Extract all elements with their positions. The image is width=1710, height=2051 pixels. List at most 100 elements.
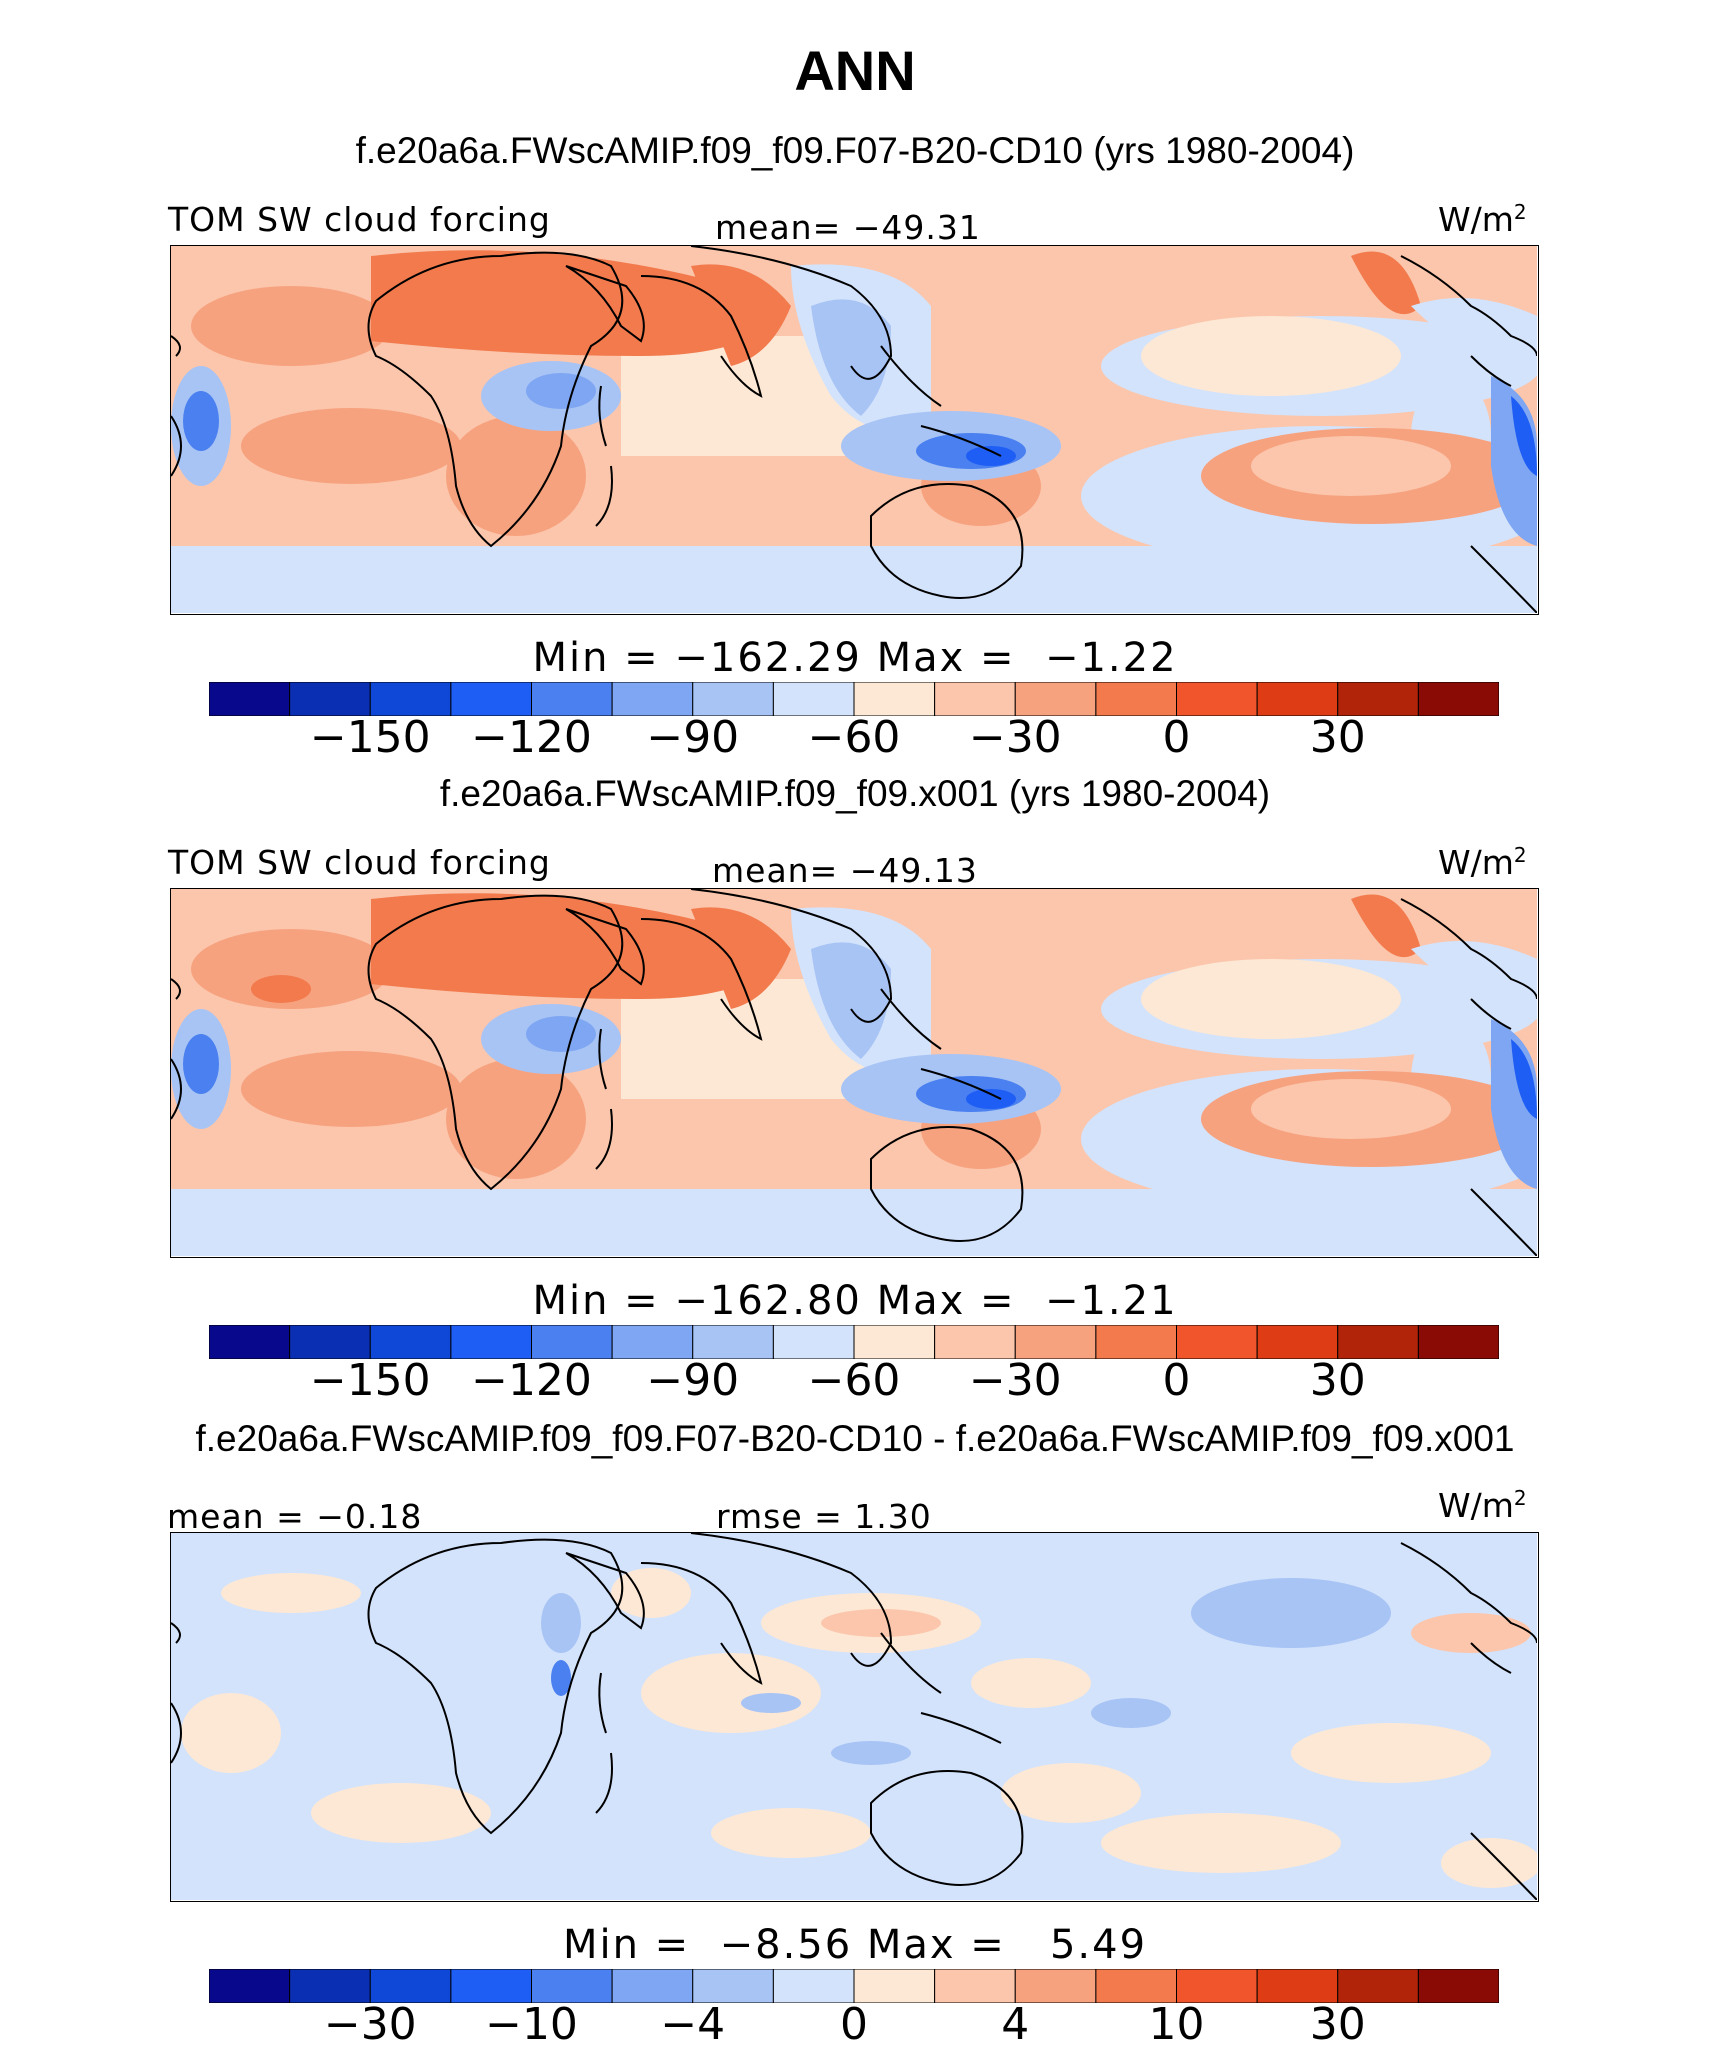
colorbar-tick-label: 30 [1309,712,1366,763]
panel-1-colorbar [209,682,1499,716]
colorbar-box [1256,1325,1339,1359]
panel-2-colorbar [209,1325,1499,1359]
colorbar-box [772,682,855,716]
colorbar-box [611,1969,694,2003]
colorbar-box [531,1325,613,1359]
colorbar-box [934,1969,1016,2003]
panel-3-colorbar-boxes [209,1969,1499,2003]
colorbar-box [289,682,371,716]
colorbar-box [1176,1325,1258,1359]
colorbar-box [209,682,291,716]
panel-3-case-title: f.e20a6a.FWscAMIP.f09_f09.F07-B20-CD10 -… [195,1418,1515,1459]
panel-3-colorbar [209,1969,1499,2003]
colorbar-tick-label: 30 [1309,1355,1366,1406]
colorbar-box [1095,1969,1178,2003]
colorbar-box [1176,682,1258,716]
colorbar-box [1095,1325,1178,1359]
colorbar-box [1256,682,1339,716]
colorbar-box [692,1969,774,2003]
colorbar-box [772,1969,855,2003]
panel-1-map [170,245,1539,615]
panel-3-rmse-label: rmse = 1.30 [716,1497,932,1536]
colorbar-box [692,1325,774,1359]
panel-1-colorbar-ticks: −150 −120 −90 −60 −30 0 30 [0,712,1710,772]
panel-2-mean-label: mean= −49.13 [712,851,978,890]
colorbar-box [692,682,774,716]
colorbar-tick-label: −60 [807,712,901,763]
colorbar-box [1014,1325,1097,1359]
colorbar-box [450,682,533,716]
colorbar-tick-label: 30 [1309,1999,1366,2050]
colorbar-tick-label: 0 [1162,1355,1191,1406]
colorbar-box [772,1325,855,1359]
colorbar-box [450,1969,533,2003]
colorbar-box [369,682,452,716]
colorbar-tick-label: −120 [471,712,592,763]
panel-2-variable-label: TOM SW cloud forcing [168,843,551,882]
colorbar-tick-label: −120 [471,1355,592,1406]
colorbar-tick-label: −30 [968,712,1062,763]
colorbar-tick-label: 0 [1162,712,1191,763]
panel-2-units: W/m2 [1438,843,1527,882]
colorbar-box [1014,682,1097,716]
colorbar-box [531,1969,613,2003]
colorbar-tick-label: 10 [1148,1999,1205,2050]
panel-2-min-max: Min = −162.80 Max = −1.21 [532,1278,1178,1324]
colorbar-box [934,1325,1016,1359]
colorbar-box [1095,682,1178,716]
panel-2-case-title: f.e20a6a.FWscAMIP.f09_f09.x001 (yrs 1980… [439,773,1271,814]
panel-3-colorbar-ticks: −30 −10 −4 0 4 10 30 [0,1999,1710,2051]
colorbar-box [369,1325,452,1359]
colorbar-tick-label: −150 [309,1355,431,1406]
colorbar-tick-label: 0 [840,1999,868,2050]
colorbar-box [1417,1969,1499,2003]
colorbar-box [289,1969,371,2003]
colorbar-box [853,1325,936,1359]
colorbar-box [853,682,936,716]
colorbar-box [1337,1325,1419,1359]
panel-1-variable-label: TOM SW cloud forcing [168,200,551,239]
panel-3-contour-plot [171,1533,1537,1900]
colorbar-box [611,1325,694,1359]
colorbar-box [1417,682,1499,716]
colorbar-tick-label: −150 [309,712,431,763]
panel-1-min-max: Min = −162.29 Max = −1.22 [532,635,1178,681]
panel-1-contour-plot [171,246,1537,613]
colorbar-tick-label: −30 [968,1355,1062,1406]
panel-2-contour-plot [171,889,1537,1256]
panel-3-mean-label: mean = −0.18 [167,1497,423,1536]
colorbar-box [853,1969,936,2003]
panel-3-min-max: Min = −8.56 Max = 5.49 [562,1922,1148,1968]
colorbar-tick-label: −30 [323,1999,417,2050]
colorbar-box [1256,1969,1339,2003]
panel-1-mean-label: mean= −49.31 [715,208,981,247]
colorbar-box [209,1325,291,1359]
colorbar-box [209,1969,291,2003]
colorbar-box [450,1325,533,1359]
figure-title: ANN [794,39,916,102]
panel-1-case-title: f.e20a6a.FWscAMIP.f09_f09.F07-B20-CD10 (… [355,130,1355,171]
colorbar-box [934,682,1016,716]
colorbar-box [289,1325,371,1359]
colorbar-tick-label: −10 [485,1999,578,2050]
panel-1-units: W/m2 [1438,200,1527,239]
colorbar-box [1337,1969,1419,2003]
colorbar-box [611,682,694,716]
panel-2-map [170,888,1539,1258]
colorbar-tick-label: −90 [646,1355,740,1406]
colorbar-box [369,1969,452,2003]
colorbar-tick-label: 4 [1001,1999,1030,2050]
colorbar-box [1014,1969,1097,2003]
colorbar-box [1417,1325,1499,1359]
panel-2-colorbar-boxes [209,1325,1499,1359]
colorbar-tick-label: −60 [807,1355,901,1406]
panel-3-map [170,1532,1539,1902]
panel-2-colorbar-ticks: −150 −120 −90 −60 −30 0 30 [0,1355,1710,1415]
panel-3-units: W/m2 [1438,1486,1527,1525]
colorbar-box [1176,1969,1258,2003]
colorbar-tick-label: −90 [646,712,740,763]
colorbar-box [1337,682,1419,716]
colorbar-tick-label: −4 [660,1999,726,2050]
colorbar-box [531,682,613,716]
panel-1-colorbar-boxes [209,682,1499,716]
